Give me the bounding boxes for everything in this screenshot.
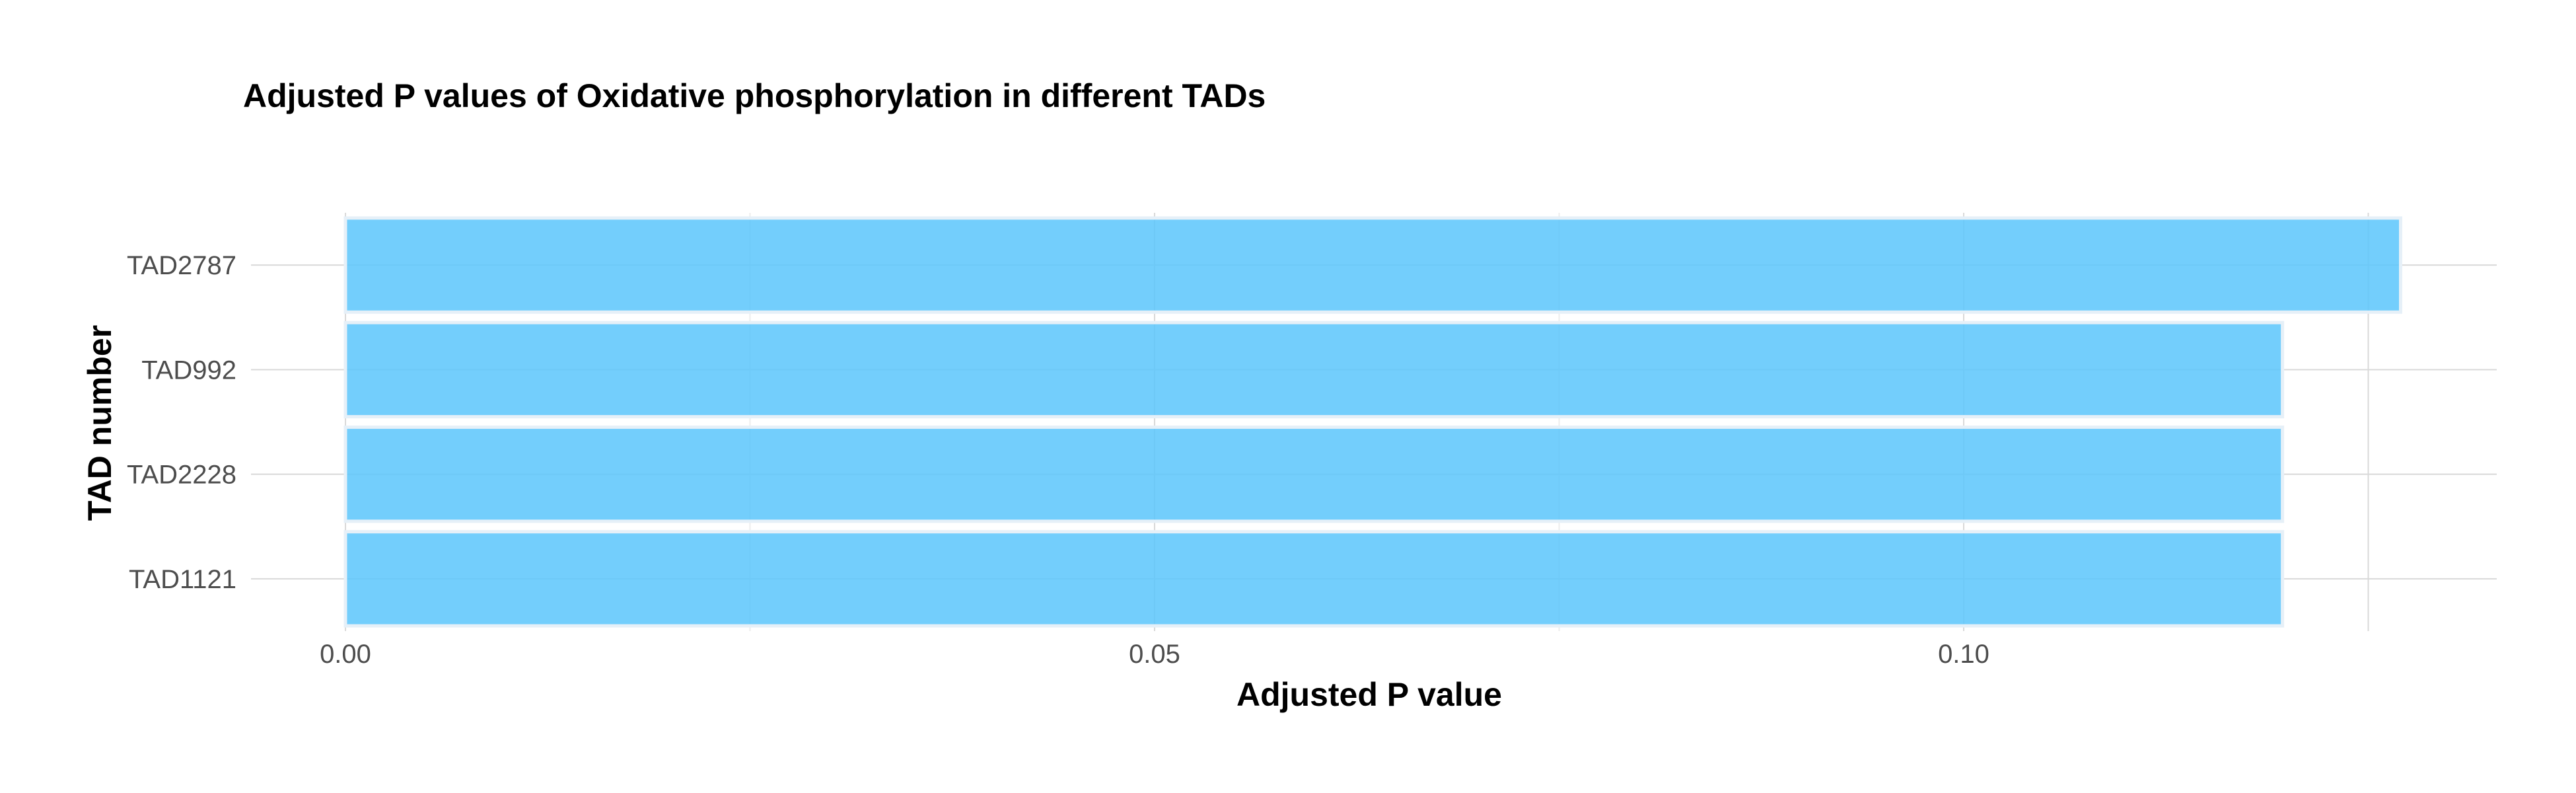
y-tick-label: TAD2228 [127, 461, 236, 490]
y-tick-label: TAD992 [141, 356, 236, 385]
x-tick-label: 0.10 [1938, 640, 1989, 669]
y-axis-title: TAD number [81, 325, 118, 521]
x-axis-title: Adjusted P value [1236, 676, 1502, 713]
bar-tad2787 [343, 216, 2402, 314]
x-tick-label: 0.00 [320, 640, 371, 669]
chart-title: Adjusted P values of Oxidative phosphory… [243, 77, 1266, 114]
bar-tad2228 [343, 425, 2285, 523]
x-tick-label: 0.05 [1129, 640, 1180, 669]
bar-tad992 [343, 321, 2285, 419]
x-tick-labels: 0.00 0.05 0.10 [320, 640, 1989, 669]
y-tick-label: TAD2787 [127, 251, 236, 280]
y-tick-label: TAD1121 [129, 565, 236, 594]
bars [343, 216, 2402, 628]
y-tick-labels: TAD2787 TAD992 TAD2228 TAD1121 [127, 251, 236, 594]
bar-tad1121 [343, 530, 2285, 628]
